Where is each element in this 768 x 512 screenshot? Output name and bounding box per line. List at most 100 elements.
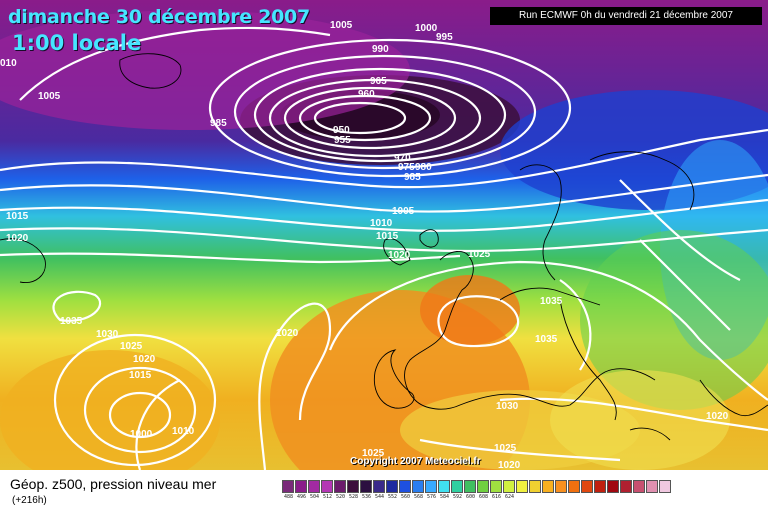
legend-swatch: [373, 480, 385, 493]
legend-tick-label: 520: [335, 494, 346, 500]
legend-swatch: [490, 480, 502, 493]
legend-swatch: [386, 480, 398, 493]
legend-swatch: [477, 480, 489, 493]
isobar-label: 1025: [120, 341, 143, 352]
legend-swatch: [334, 480, 346, 493]
legend-swatch: [568, 480, 580, 493]
isobars: [0, 26, 768, 470]
legend-tick-label: 584: [439, 494, 450, 500]
isobar-label: 1015: [376, 231, 399, 242]
legend-swatch: [646, 480, 658, 493]
legend-swatch: [308, 480, 320, 493]
legend-swatch: [438, 480, 450, 493]
forecast-date-title: dimanche 30 décembre 2007: [8, 6, 310, 28]
parameter-label: Géop. z500, pression niveau mer: [10, 476, 217, 492]
isobar-label: 955: [334, 135, 351, 146]
map-panel: 010 1005 985 1005 1000 995 990 965 960 9…: [0, 0, 768, 470]
legend-tick-label: 512: [322, 494, 333, 500]
legend-tick-label: 504: [309, 494, 320, 500]
isobar-label: 1015: [6, 211, 29, 222]
legend-tick-label: 608: [478, 494, 489, 500]
isobar-label: 1020: [498, 460, 521, 470]
isobar-label: 1030: [96, 329, 119, 340]
isobar-label: 010: [0, 58, 17, 69]
legend-swatch: [516, 480, 528, 493]
color-legend: 488 496 504 512 520 528 536 544 552 560 568 576 584 5…: [282, 480, 672, 501]
isobar-label: 1000: [130, 429, 153, 440]
isobar-label: 1005: [330, 20, 353, 31]
legend-tick-label: 544: [374, 494, 385, 500]
isobar-label: 1005: [392, 206, 415, 217]
isobar-label: 1020: [276, 328, 299, 339]
legend-swatch: [412, 480, 424, 493]
east-green: [580, 230, 768, 410]
isobar-label: 1020: [133, 354, 156, 365]
isobar-label: 1030: [496, 401, 519, 412]
lead-time-label: (+216h): [12, 495, 47, 506]
legend-swatch: [555, 480, 567, 493]
legend-swatch: [464, 480, 476, 493]
legend-tick-label: 536: [361, 494, 372, 500]
isobar-label: 1035: [535, 334, 558, 345]
legend-swatch: [399, 480, 411, 493]
legend-tick-label: 496: [296, 494, 307, 500]
legend-swatches: [282, 480, 672, 493]
legend-swatch: [425, 480, 437, 493]
isobar-label: 1020: [6, 233, 29, 244]
legend-swatch: [633, 480, 645, 493]
legend-tick-label: 488: [283, 494, 294, 500]
legend-swatch: [321, 480, 333, 493]
legend-swatch: [360, 480, 372, 493]
legend-swatch: [347, 480, 359, 493]
isobar-label: 975: [398, 162, 415, 173]
legend-swatch: [451, 480, 463, 493]
isobar-label: 995: [436, 32, 453, 43]
isobar-label: 970: [394, 153, 411, 164]
isobar-label: 965: [370, 76, 387, 87]
isobar-label: 1000: [415, 23, 438, 34]
isobar-label: 1015: [129, 370, 152, 381]
isobar-label: 1035: [60, 316, 83, 327]
isobar-label: 980: [415, 162, 432, 173]
legend-tick-label: 560: [400, 494, 411, 500]
ridge-core: [420, 275, 520, 345]
legend-tick-label: 616: [491, 494, 502, 500]
legend-swatch: [503, 480, 515, 493]
legend-swatch: [659, 480, 671, 493]
copyright-notice: Copyright 2007 Meteociel.fr: [350, 456, 481, 467]
legend-tick-label: 600: [465, 494, 476, 500]
isobar-label: 1020: [706, 411, 729, 422]
legend-swatch: [581, 480, 593, 493]
footer-bar: Géop. z500, pression niveau mer (+216h) …: [0, 470, 768, 512]
legend-swatch: [529, 480, 541, 493]
legend-swatch: [594, 480, 606, 493]
isobar-label: 1010: [370, 218, 393, 229]
legend-tick-label: 592: [452, 494, 463, 500]
isobar-label: 1025: [468, 249, 491, 260]
se-yellow: [550, 370, 730, 470]
model-run-info: Run ECMWF 0h du vendredi 21 décembre 200…: [490, 7, 762, 25]
legend-tick-label: 624: [504, 494, 515, 500]
isobar-label: 1005: [38, 91, 61, 102]
isobar-label: 985: [210, 118, 227, 129]
legend-ticks: 488 496 504 512 520 528 536 544 552 560 568 576 584 5…: [282, 493, 672, 501]
legend-tick-label: 552: [387, 494, 398, 500]
legend-swatch: [620, 480, 632, 493]
isobar-label: 950: [333, 125, 350, 136]
forecast-local-time: 1:00 locale: [12, 31, 142, 55]
legend-tick-label: 568: [413, 494, 424, 500]
isobar-label: 1010: [172, 426, 195, 437]
coastlines: [0, 53, 768, 441]
isobar-label: 1025: [362, 448, 385, 459]
legend-swatch: [607, 480, 619, 493]
legend-tick-label: 576: [426, 494, 437, 500]
legend-tick-label: 528: [348, 494, 359, 500]
legend-swatch: [295, 480, 307, 493]
isobar-label: 990: [372, 44, 389, 55]
isobar-label: 985: [404, 172, 421, 183]
isobar-label: 1025: [494, 443, 517, 454]
isobar-label: 960: [358, 89, 375, 100]
legend-swatch: [542, 480, 554, 493]
isobar-label: 1035: [540, 296, 563, 307]
forecast-map: 010 1005 985 1005 1000 995 990 965 960 9…: [0, 0, 768, 470]
